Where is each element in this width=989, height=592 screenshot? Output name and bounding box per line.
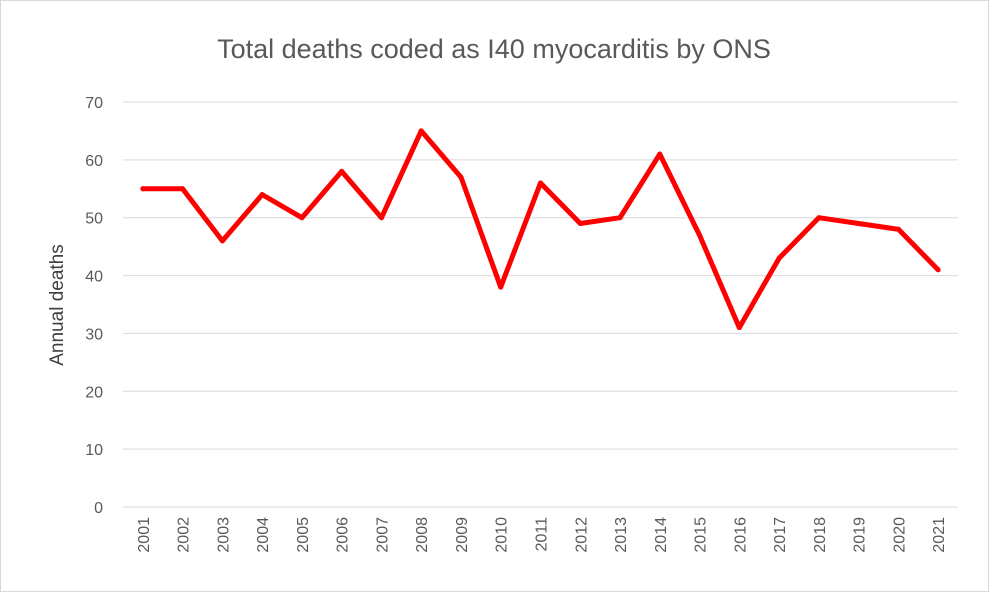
- data-point: [697, 232, 703, 238]
- x-tick-label: 2016: [732, 517, 749, 553]
- chart-title: Total deaths coded as I40 myocarditis by…: [217, 34, 771, 64]
- data-point: [219, 238, 225, 244]
- y-tick-label: 40: [85, 269, 103, 286]
- x-tick-label: 2008: [414, 517, 431, 553]
- y-axis-ticks: 0 10 20 30 40 50 60 70: [85, 95, 103, 517]
- data-point: [259, 192, 265, 198]
- x-tick-label: 2021: [931, 517, 948, 553]
- data-point: [617, 215, 623, 221]
- data-point: [339, 168, 345, 174]
- x-tick-label: 2013: [613, 517, 630, 553]
- x-tick-label: 2004: [255, 517, 272, 553]
- gridlines: [123, 101, 958, 508]
- x-tick-label: 2001: [136, 517, 153, 553]
- y-tick-label: 30: [85, 326, 103, 343]
- y-tick-label: 70: [85, 95, 103, 112]
- data-point: [140, 186, 146, 192]
- y-tick-label: 20: [85, 384, 103, 401]
- y-tick-label: 60: [85, 153, 103, 170]
- y-axis-label: Annual deaths: [47, 244, 68, 366]
- x-tick-label: 2006: [335, 517, 352, 553]
- x-tick-label: 2012: [573, 517, 590, 553]
- x-tick-label: 2005: [295, 517, 312, 553]
- x-axis-ticks: 2001 2002 2003 2004 2005 2006 2007 2008 2009 2010…: [136, 517, 948, 553]
- data-point: [180, 186, 186, 192]
- data-point: [577, 221, 583, 226]
- y-tick-label: 50: [85, 211, 103, 228]
- y-tick-label: 0: [94, 500, 103, 517]
- data-point: [776, 255, 782, 261]
- x-tick-label: 2015: [693, 517, 710, 553]
- data-point: [935, 267, 941, 273]
- data-point: [538, 180, 543, 186]
- data-point: [498, 284, 504, 290]
- data-point: [418, 128, 424, 134]
- x-tick-label: 2020: [891, 517, 908, 553]
- x-tick-label: 2009: [454, 517, 471, 553]
- x-tick-label: 2007: [374, 517, 391, 553]
- x-tick-label: 2010: [494, 517, 511, 553]
- x-tick-label: 2002: [176, 517, 193, 553]
- data-point: [378, 215, 384, 221]
- x-tick-label: 2017: [772, 517, 789, 553]
- data-point: [895, 226, 901, 232]
- data-point: [736, 325, 742, 331]
- data-point: [816, 215, 822, 221]
- data-point: [657, 151, 663, 157]
- data-point: [458, 174, 464, 180]
- x-tick-label: 2003: [215, 517, 232, 553]
- data-point: [299, 215, 305, 221]
- series-line: [140, 128, 941, 331]
- y-tick-label: 10: [85, 442, 103, 459]
- series-layer: [140, 128, 941, 331]
- x-tick-label: 2011: [534, 517, 551, 552]
- x-tick-label: 2014: [653, 517, 670, 553]
- data-point: [856, 221, 862, 226]
- x-tick-label: 2019: [852, 517, 869, 553]
- x-tick-label: 2018: [812, 517, 829, 553]
